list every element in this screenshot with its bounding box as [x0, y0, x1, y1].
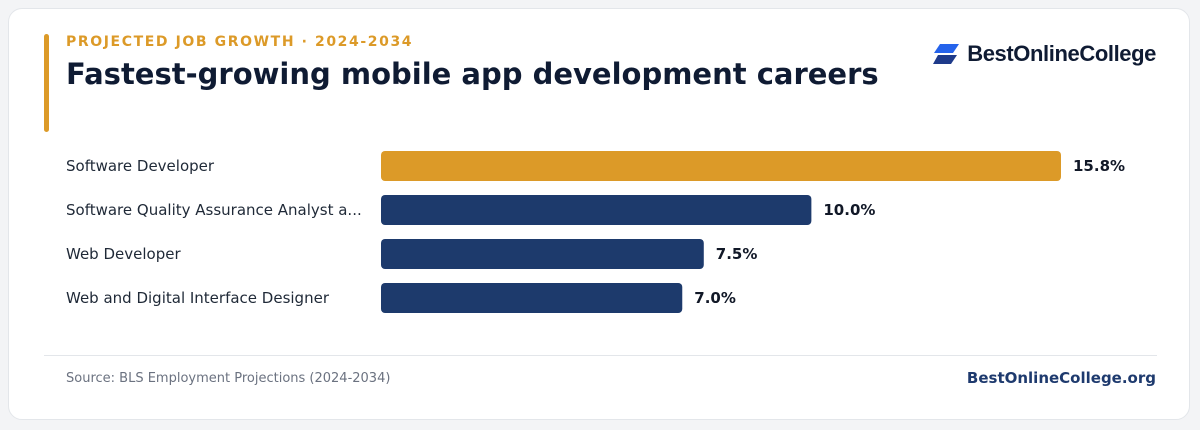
category-label: Web and Digital Interface Designer	[66, 289, 330, 307]
logo-mark-icon	[933, 44, 960, 64]
category-label: Software Developer	[66, 157, 215, 175]
bar	[381, 195, 812, 225]
brand-logo[interactable]: BestOnlineCollege	[933, 41, 1156, 67]
chart-title: Fastest-growing mobile app development c…	[66, 57, 879, 91]
category-label: Software Quality Assurance Analyst a...	[66, 201, 362, 219]
logo-text: BestOnlineCollege	[967, 41, 1156, 66]
value-label: 7.0%	[694, 289, 736, 307]
bar	[381, 283, 683, 313]
bar	[381, 151, 1061, 181]
chart-card: PROJECTED JOB GROWTH · 2024-2034 Fastest…	[8, 8, 1190, 420]
category-label: Web Developer	[66, 245, 181, 263]
bar-chart: Software Developer 15.8% Software Quality …	[66, 151, 1125, 313]
value-label: 10.0%	[823, 201, 875, 219]
source-note: Source: BLS Employment Projections (2024…	[66, 371, 391, 386]
value-label: 15.8%	[1073, 157, 1125, 175]
site-link[interactable]: BestOnlineCollege.org	[966, 369, 1156, 387]
accent-bar	[44, 34, 49, 132]
value-label: 7.5%	[716, 245, 758, 263]
footer-divider	[44, 355, 1157, 356]
eyebrow-label: PROJECTED JOB GROWTH · 2024-2034	[66, 34, 414, 50]
bar	[381, 239, 704, 269]
